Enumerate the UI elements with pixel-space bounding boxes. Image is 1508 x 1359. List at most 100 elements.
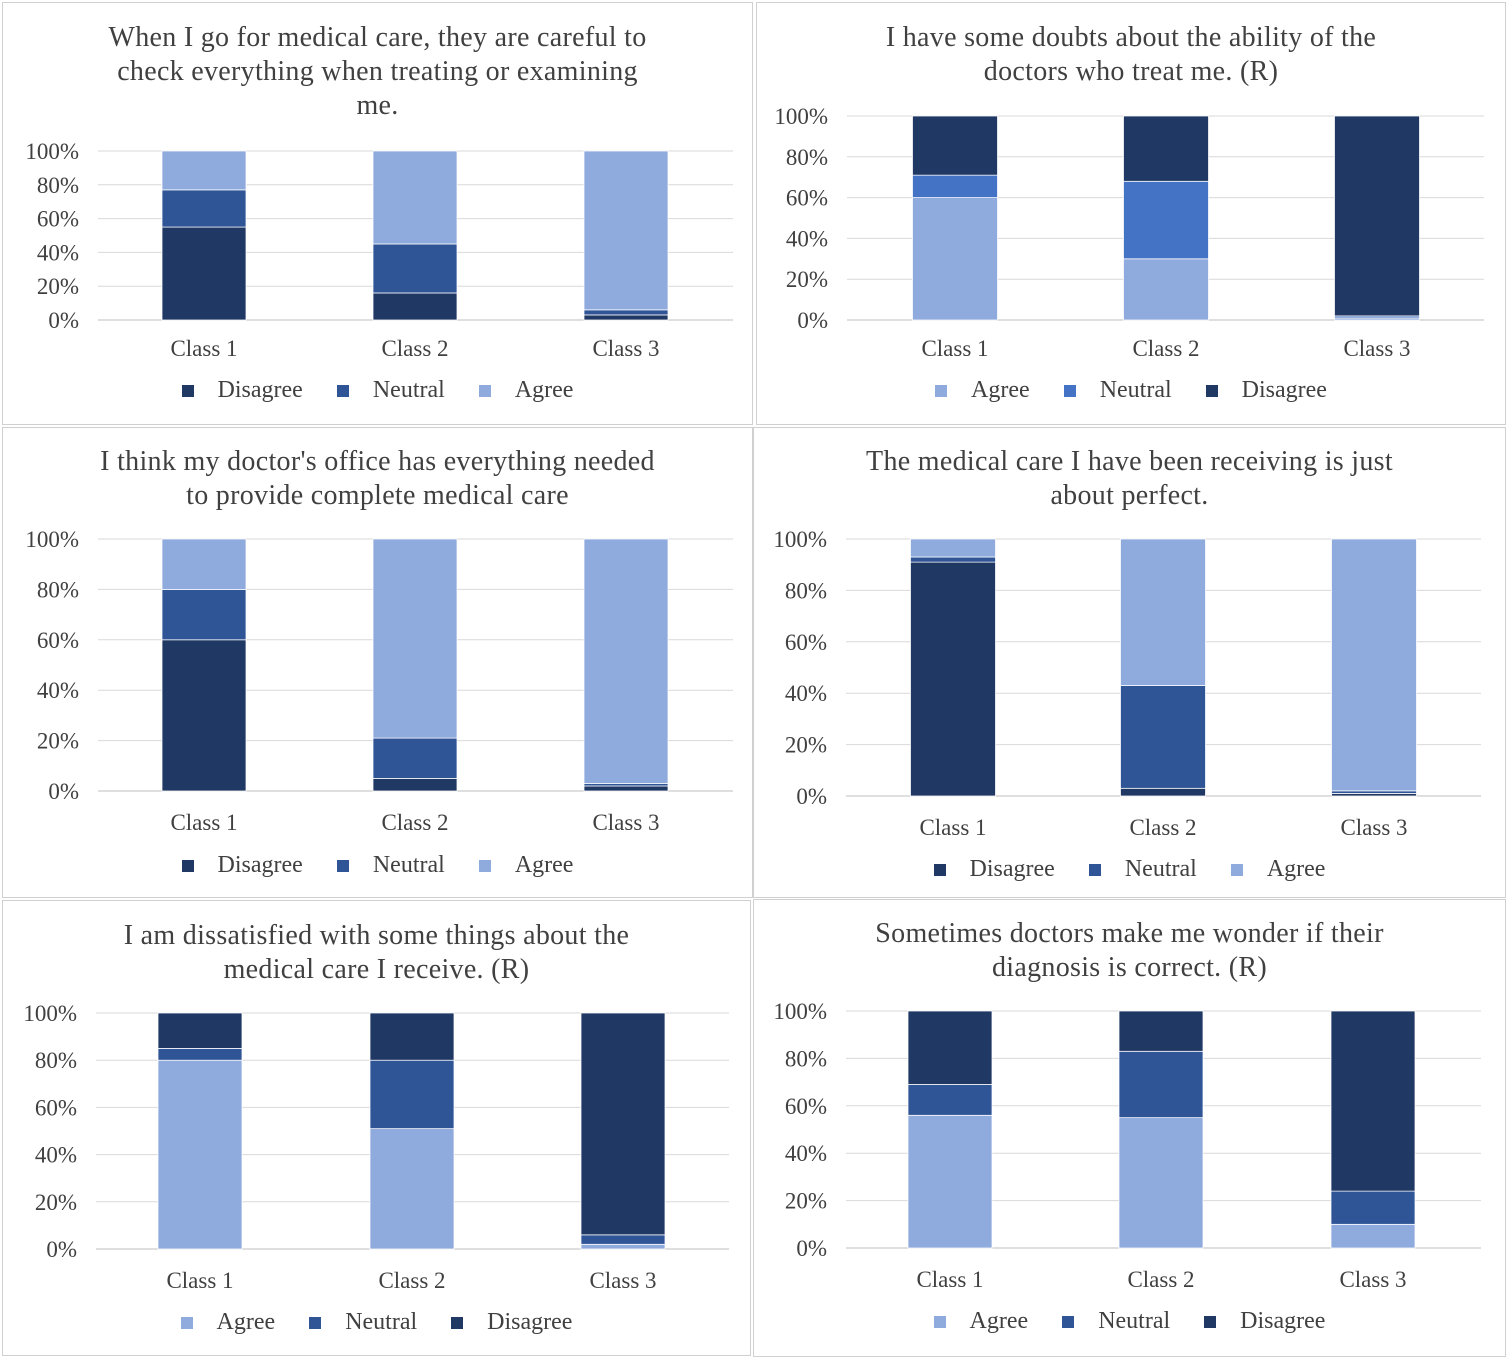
- chart-title: I have some doubts about the ability of …: [757, 21, 1505, 89]
- y-tick-label: 60%: [785, 1094, 827, 1119]
- bar-class-1-agree: [907, 1114, 993, 1249]
- chart-legend: Disagree Neutral Agree: [754, 856, 1505, 883]
- chart-panel-1: When I go for medical care, they are car…: [2, 2, 753, 425]
- bar-class-3-disagree: [583, 314, 669, 321]
- y-tick-label: 60%: [785, 630, 827, 655]
- bar-class-1-agree: [161, 538, 247, 590]
- x-tick-label: Class 2: [378, 1268, 445, 1293]
- y-tick-label: 80%: [786, 145, 828, 170]
- legend-label: Disagree: [1240, 1308, 1326, 1334]
- chart-plot: 0% 20% 40% 60% 80% 100% Class 1 Class 2 Class 3: [25, 139, 733, 361]
- bar-class-1-disagree: [161, 226, 247, 321]
- legend-swatch: [309, 1316, 322, 1329]
- y-tick-label: 20%: [786, 267, 828, 292]
- bar-class-1-disagree: [907, 1010, 993, 1085]
- legend-swatch: [1205, 384, 1218, 397]
- bar-class-2-agree: [1118, 1117, 1204, 1249]
- legend-label: Agree: [216, 1309, 276, 1335]
- chart-title-line: medical care I receive. (R): [223, 954, 530, 985]
- legend-swatch: [1063, 384, 1076, 397]
- chart-legend: Agree Neutral Disagree: [3, 1309, 750, 1336]
- bar-class-1-agree: [157, 1059, 243, 1250]
- legend-swatch: [478, 384, 491, 397]
- legend-swatch: [336, 859, 349, 872]
- chart-title-line: diagnosis is correct. (R): [992, 952, 1267, 983]
- bar-class-2-disagree: [1123, 115, 1209, 182]
- y-tick-label: 100%: [25, 139, 79, 164]
- chart-title-line: I think my doctor's office has everythin…: [100, 446, 655, 477]
- legend-label: Agree: [971, 377, 1030, 403]
- bar-class-2-neutral: [1120, 685, 1206, 789]
- chart-plot: 0% 20% 40% 60% 80% 100% Class 1 Class 2 Class 3: [25, 527, 733, 835]
- chart-plot: 0% 20% 40% 60% 80% 100% Class 1 Class 2 Class 3: [774, 104, 1484, 361]
- legend-label: Neutral: [1124, 856, 1197, 882]
- legend-label: Agree: [1266, 856, 1326, 882]
- legend-item-neutral: Neutral: [1062, 1308, 1170, 1335]
- y-tick-label: 80%: [37, 173, 79, 198]
- chart-legend: Agree Neutral Disagree: [754, 1308, 1505, 1335]
- chart-panel-4: The medical care I have been receiving i…: [753, 427, 1506, 898]
- x-tick-label: Class 3: [1340, 815, 1407, 840]
- chart-title: I think my doctor's office has everythin…: [3, 445, 752, 513]
- legend-item-neutral: Neutral: [309, 1309, 417, 1336]
- y-tick-label: 100%: [23, 1001, 77, 1026]
- y-tick-label: 60%: [37, 207, 79, 232]
- chart-title-line: check everything when treating or examin…: [117, 56, 638, 87]
- bar-class-1-disagree: [912, 115, 998, 176]
- chart-plot: 0% 20% 40% 60% 80% 100% Class 1 Class 2 Class 3: [23, 1001, 729, 1293]
- legend-label: Neutral: [1099, 377, 1172, 403]
- legend-swatch: [1088, 863, 1101, 876]
- bar-class-3-disagree: [583, 785, 669, 792]
- legend-swatch: [181, 859, 194, 872]
- y-tick-label: 0%: [796, 1236, 827, 1261]
- chart-panel-2: I have some doubts about the ability of …: [756, 2, 1506, 425]
- legend-item-agree: Agree: [478, 852, 573, 879]
- chart-title: When I go for medical care, they are car…: [3, 21, 752, 123]
- bar-class-3-neutral: [1330, 1190, 1416, 1225]
- chart-plot: 0% 20% 40% 60% 80% 100% Class 1 Class 2 Class 3: [773, 999, 1481, 1292]
- legend-label: Disagree: [217, 377, 303, 403]
- legend-item-disagree: Disagree: [181, 377, 303, 404]
- chart-legend: Agree Neutral Disagree: [757, 377, 1505, 404]
- legend-item-neutral: Neutral: [336, 852, 445, 879]
- bar-class-2-neutral: [369, 1059, 455, 1130]
- bar-class-3-agree: [580, 1243, 666, 1250]
- y-tick-label: 80%: [37, 577, 79, 602]
- bar-class-3-neutral: [583, 309, 669, 316]
- chart-title-line: me.: [356, 90, 399, 121]
- y-tick-label: 80%: [785, 1046, 827, 1071]
- chart-legend: Disagree Neutral Agree: [3, 852, 752, 879]
- legend-label: Agree: [969, 1308, 1029, 1334]
- y-tick-label: 40%: [35, 1143, 77, 1168]
- x-tick-label: Class 3: [589, 1268, 656, 1293]
- legend-label: Neutral: [372, 852, 445, 878]
- bar-class-1-neutral: [157, 1048, 243, 1061]
- chart-title: Sometimes doctors make me wonder if thei…: [754, 917, 1505, 985]
- bar-class-2-disagree: [372, 292, 458, 321]
- y-tick-label: 40%: [785, 681, 827, 706]
- bar-class-3-disagree: [1330, 1010, 1416, 1192]
- y-tick-label: 0%: [796, 784, 827, 809]
- y-tick-label: 40%: [786, 226, 828, 251]
- chart-title-line: about perfect.: [1050, 480, 1209, 511]
- legend-swatch: [336, 384, 349, 397]
- chart-title-line: I have some doubts about the ability of …: [885, 22, 1377, 53]
- legend-item-neutral: Neutral: [336, 377, 445, 404]
- x-tick-label: Class 2: [381, 810, 448, 835]
- legend-swatch: [478, 859, 491, 872]
- bar-class-1-neutral: [907, 1084, 993, 1116]
- y-tick-label: 60%: [786, 186, 828, 211]
- bar-class-3-disagree: [580, 1012, 666, 1236]
- bar-class-3-agree: [1331, 538, 1417, 792]
- legend-swatch: [933, 863, 946, 876]
- legend-item-disagree: Disagree: [181, 852, 303, 879]
- chart-panel-6: Sometimes doctors make me wonder if thei…: [753, 899, 1506, 1357]
- bar-class-2-neutral: [372, 737, 458, 779]
- chart-title-line: I am dissatisfied with some things about…: [123, 920, 630, 951]
- x-tick-label: Class 1: [919, 815, 986, 840]
- bar-class-3-neutral: [1331, 790, 1417, 794]
- chart-panel-3: I think my doctor's office has everythin…: [2, 427, 753, 898]
- bar-class-1-agree: [161, 150, 247, 191]
- chart-panel-5: I am dissatisfied with some things about…: [2, 900, 751, 1356]
- x-tick-label: Class 3: [1343, 336, 1410, 361]
